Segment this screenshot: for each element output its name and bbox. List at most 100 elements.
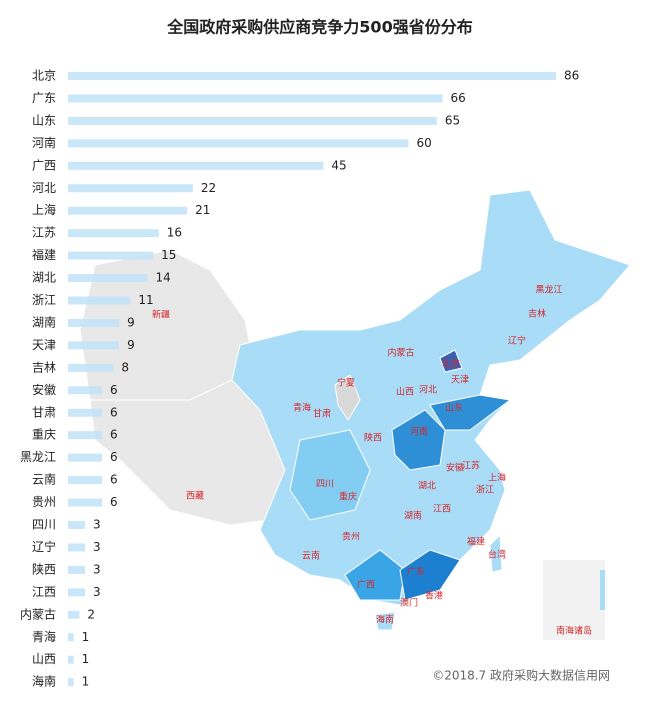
map-region <box>391 409 446 471</box>
bar <box>68 274 148 283</box>
value-label: 66 <box>451 91 466 105</box>
bar <box>68 161 324 170</box>
map <box>79 189 631 640</box>
map-label: 黑龙江 <box>535 284 562 296</box>
y-tick-label: 江苏 <box>32 226 56 240</box>
value-label: 6 <box>110 428 118 442</box>
south-sea-box <box>543 560 605 640</box>
map-region <box>231 189 631 606</box>
value-label: 9 <box>127 315 135 329</box>
bar <box>68 476 103 485</box>
bar <box>68 229 159 238</box>
value-label: 3 <box>93 540 101 554</box>
map-region <box>334 374 361 421</box>
bar <box>68 610 80 619</box>
y-tick-label: 贵州 <box>32 495 56 509</box>
map-label: 四川 <box>316 480 334 490</box>
bar <box>68 408 103 417</box>
map-label: 西藏 <box>186 490 204 502</box>
bar <box>68 521 86 529</box>
bar <box>68 296 131 305</box>
value-label: 6 <box>110 383 118 397</box>
chart-title: 全国政府采购供应商竞争力500强省份分布 <box>166 18 472 37</box>
map-region <box>289 429 371 521</box>
map-label: 天津 <box>451 375 469 386</box>
value-label: 86 <box>564 69 579 83</box>
bar <box>68 94 443 103</box>
map-label: 重庆 <box>339 491 357 503</box>
map-label: 辽宁 <box>508 335 526 347</box>
bar <box>68 341 120 350</box>
value-label: 3 <box>93 518 101 532</box>
y-tick-label: 浙江 <box>32 293 56 307</box>
bar <box>68 363 114 372</box>
map-label: 贵州 <box>342 531 360 543</box>
y-tick-label: 黑龙江 <box>20 450 56 464</box>
bar <box>68 72 556 80</box>
value-label: 9 <box>127 338 135 352</box>
y-tick-label: 海南 <box>32 674 56 689</box>
value-label: 6 <box>110 405 118 419</box>
map-label: 广西 <box>357 579 375 591</box>
y-tick-label: 山东 <box>32 113 56 127</box>
y-tick-label: 安徽 <box>32 382 56 397</box>
map-label: 宁夏 <box>337 377 355 389</box>
value-label: 22 <box>201 181 216 195</box>
map-label: 浙江 <box>476 484 494 496</box>
value-label: 45 <box>331 158 346 172</box>
value-label: 16 <box>167 226 182 240</box>
bar <box>68 588 86 597</box>
bar <box>68 633 74 642</box>
bar <box>68 565 86 574</box>
y-tick-label: 河南 <box>32 135 56 150</box>
map-label: 香港 <box>425 590 443 602</box>
map-label: 北京 <box>442 358 460 370</box>
map-region <box>374 611 396 631</box>
map-label: 台湾 <box>488 549 506 561</box>
bar <box>68 543 86 552</box>
y-tick-label: 云南 <box>32 472 56 487</box>
y-tick-label: 山西 <box>32 652 56 666</box>
bar <box>68 655 74 664</box>
annotation: ©2018.7 政府采购大数据信用网 <box>432 668 610 683</box>
value-label: 1 <box>82 630 90 644</box>
map-label: 山西 <box>396 387 414 398</box>
map-label: 上海 <box>488 472 506 484</box>
value-label: 21 <box>195 203 210 217</box>
y-tick-label: 四川 <box>32 518 56 532</box>
y-tick-label: 青海 <box>32 629 56 644</box>
value-label: 15 <box>161 248 176 262</box>
bar <box>68 206 188 215</box>
map-label: 南海诸岛 <box>556 625 592 637</box>
value-label: 3 <box>93 585 101 599</box>
value-label: 11 <box>138 293 153 307</box>
value-label: 8 <box>121 360 129 374</box>
value-label: 65 <box>445 113 460 127</box>
y-tick-label: 辽宁 <box>32 539 56 554</box>
map-label: 湖北 <box>418 481 436 492</box>
y-tick-label: 福建 <box>32 247 56 262</box>
map-label: 河北 <box>419 384 437 396</box>
value-label: 6 <box>110 473 118 487</box>
map-label: 甘肃 <box>313 408 331 420</box>
y-tick-label: 吉林 <box>32 360 56 374</box>
map-label: 内蒙古 <box>387 347 414 359</box>
map-region <box>439 349 463 373</box>
value-label: 3 <box>93 562 101 576</box>
y-tick-label: 内蒙古 <box>20 606 56 621</box>
map-label: 云南 <box>302 550 320 562</box>
map-label: 海南 <box>376 614 394 626</box>
bar <box>68 116 437 125</box>
bar <box>68 386 103 395</box>
y-tick-label: 广东 <box>32 91 56 105</box>
map-label: 江苏 <box>462 460 480 472</box>
map-label: 河南 <box>410 426 428 438</box>
bar <box>68 318 120 327</box>
bar <box>68 431 103 440</box>
bar <box>68 184 193 193</box>
bar <box>68 498 103 507</box>
value-label: 6 <box>110 495 118 509</box>
map-label: 山东 <box>445 402 463 414</box>
bar <box>68 139 409 148</box>
